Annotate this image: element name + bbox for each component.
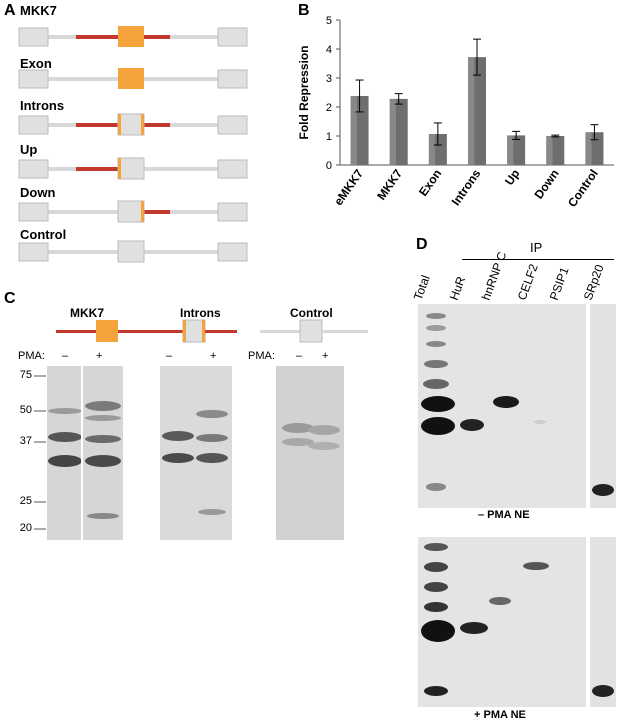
lane-label-total: Total (410, 273, 433, 302)
gel-mkk7 (47, 366, 123, 540)
bar-highlight (389, 98, 397, 165)
construct-label-up: Up (20, 142, 38, 157)
panel-label-a: A (4, 2, 16, 19)
marker-25: 25 (19, 495, 32, 507)
pma-minus-1: – (62, 350, 69, 362)
lane-label-srp20: SRp20 (580, 262, 607, 302)
panel-label-d: D (416, 236, 428, 253)
marker-ticks (34, 375, 46, 530)
pma-plus-1: + (96, 350, 103, 362)
gel-title-control: Control (290, 306, 333, 320)
lane-label-hur: HuR (446, 274, 469, 302)
category-label: Up (502, 167, 523, 188)
marker-37: 37 (19, 435, 32, 447)
panel-c-construct-icons (56, 319, 368, 343)
gel-title-mkk7: MKK7 (70, 306, 105, 320)
construct-label-introns: Introns (20, 98, 65, 113)
ip-bracket-line (462, 259, 614, 260)
y-tick-label: 1 (326, 131, 332, 143)
bar-highlight (428, 133, 436, 165)
y-tick-label: 4 (326, 44, 332, 56)
category-label: Down (532, 167, 562, 202)
construct-up (18, 157, 248, 180)
lane-label-hnrnpc: hnRNP C (478, 249, 510, 302)
bar-highlight (507, 135, 514, 165)
category-label: MKK7 (374, 166, 405, 202)
construct-label-mkk7: MKK7 (20, 3, 57, 18)
construct-down (18, 200, 248, 223)
ip-label: IP (530, 240, 543, 255)
construct-exon (18, 68, 248, 89)
marker-50: 50 (19, 404, 32, 416)
construct-diagrams (18, 26, 248, 263)
marker-20: 20 (19, 522, 32, 534)
y-tick-label: 3 (326, 73, 332, 85)
y-tick-label: 2 (326, 102, 332, 114)
category-label: eMKK7 (331, 166, 366, 208)
bar-highlight (350, 95, 357, 165)
construct-label-down: Down (20, 185, 56, 200)
gel-control (276, 366, 344, 540)
construct-introns (18, 113, 248, 136)
pma-minus-2: – (166, 350, 173, 362)
caption-minus-pma: – PMA NE (478, 509, 530, 521)
construct-label-control: Control (20, 227, 67, 242)
construct-control (18, 240, 248, 263)
bar-highlight (585, 132, 592, 165)
marker-75: 75 (19, 369, 32, 381)
construct-label-exon: Exon (20, 56, 52, 71)
lane-label-celf2: CELF2 (514, 262, 541, 302)
panel-label-b: B (298, 2, 310, 19)
caption-plus-pma: + PMA NE (474, 709, 526, 721)
blot-plus-pma-srp20 (590, 537, 616, 707)
pma-plus-2: + (210, 350, 217, 362)
blot-minus-pma (418, 304, 586, 508)
y-axis-label: Fold Repression (297, 45, 311, 139)
bar-highlight (546, 136, 553, 165)
category-label: Introns (449, 166, 484, 208)
pma-minus-3: – (296, 350, 303, 362)
pma-label-3: PMA: (248, 350, 275, 362)
fold-repression-chart: 0 1 2 3 4 5 Fold Repression eMKK7 MKK7 Exon Intron… (297, 15, 614, 210)
blot-minus-pma-srp20 (590, 304, 616, 508)
construct-mkk7 (18, 26, 248, 47)
bar-highlight (467, 57, 475, 166)
lane-label-psip1: PSIP1 (546, 265, 572, 302)
category-label: Exon (416, 167, 444, 199)
y-tick-label: 0 (326, 160, 332, 172)
panel-label-c: C (4, 290, 16, 307)
y-tick-label: 5 (326, 15, 332, 27)
pma-label-1: PMA: (18, 350, 45, 362)
gel-introns (160, 366, 232, 540)
gel-title-introns: Introns (180, 306, 221, 320)
pma-plus-3: + (322, 350, 329, 362)
category-label: Control (565, 167, 601, 210)
blot-plus-pma (418, 537, 586, 707)
